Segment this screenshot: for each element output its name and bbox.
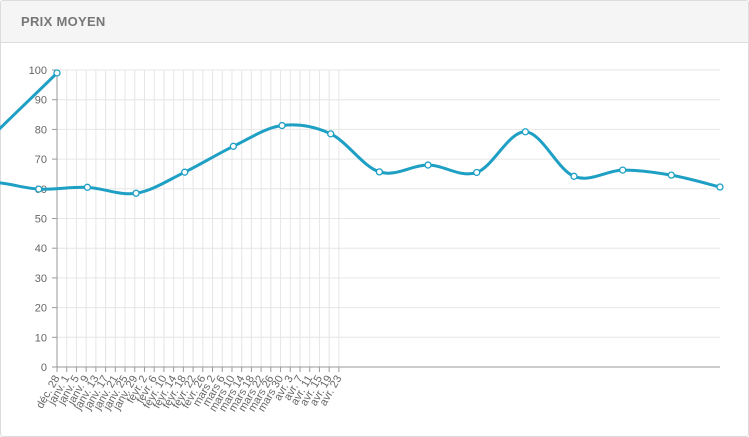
panel-header: PRIX MOYEN [1,1,748,43]
y-tick-label: 0 [41,362,47,374]
data-point [667,171,675,179]
series-line [0,71,722,196]
data-point [35,185,43,193]
y-tick-label: 10 [35,332,47,344]
data-point [327,130,335,138]
data-point [570,172,578,180]
y-tick-label: 50 [35,214,47,226]
y-tick-label: 90 [35,95,47,107]
data-point [473,168,481,177]
y-tick-label: 70 [35,154,47,166]
data-point [375,168,384,176]
y-tick-label: 30 [35,273,47,285]
data-point [716,183,724,191]
data-point [53,69,61,77]
y-tick-label: 100 [29,65,47,77]
panel-title: PRIX MOYEN [21,14,106,29]
data-point [521,128,530,136]
data-point [424,161,432,169]
data-point [619,166,627,174]
data-point [132,189,140,197]
data-point [278,121,286,130]
chart-grid [56,69,720,368]
y-axis: 0102030405060708090100 [29,65,58,374]
data-point [229,142,238,150]
data-point [181,168,189,176]
series-layer [0,69,724,197]
data-point [83,183,92,191]
y-tick-label: 80 [35,124,47,136]
y-tick-label: 40 [35,243,47,255]
y-tick-label: 20 [35,303,47,315]
